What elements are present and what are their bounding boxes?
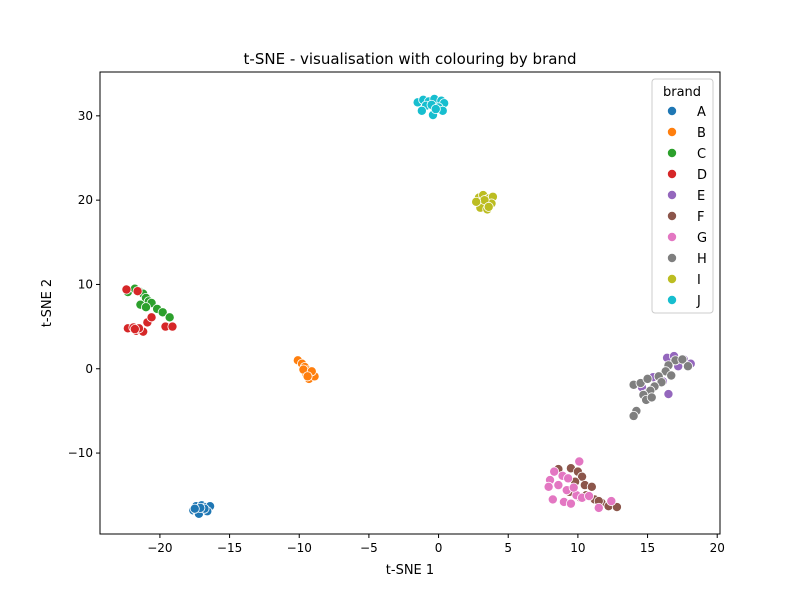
- y-tick-label: −10: [68, 446, 93, 460]
- legend-label-a: A: [697, 105, 706, 120]
- point-brand-h: [677, 354, 688, 365]
- x-axis: −20 −15 −10 −5 0 5 10 15 20: [147, 534, 725, 555]
- point-brand-h: [682, 361, 693, 372]
- point-brand-g: [568, 482, 579, 493]
- point-brand-g: [606, 496, 617, 507]
- x-tick-label: −15: [217, 541, 242, 555]
- y-tick-label: 0: [85, 362, 93, 376]
- legend-marker-a: [667, 106, 678, 117]
- point-brand-g: [565, 498, 576, 509]
- legend-label-e: E: [697, 189, 705, 204]
- point-brand-d: [167, 321, 178, 332]
- point-brand-g: [593, 502, 604, 513]
- point-brand-g: [563, 473, 574, 484]
- legend-marker-j: [667, 294, 678, 305]
- x-tick-label: 15: [640, 541, 655, 555]
- point-brand-b: [302, 371, 313, 382]
- legend-marker-f: [667, 210, 678, 221]
- point-brand-g: [584, 491, 595, 502]
- plot-area: [100, 72, 720, 534]
- y-axis-label: t-SNE 2: [40, 279, 55, 327]
- point-brand-h: [642, 373, 653, 384]
- point-brand-g: [549, 466, 560, 477]
- point-brand-f: [586, 481, 597, 492]
- x-tick-label: 5: [504, 541, 512, 555]
- point-brand-d: [132, 286, 143, 297]
- legend-marker-h: [667, 252, 678, 263]
- plot-frame: [99, 71, 721, 535]
- point-brand-g: [547, 494, 558, 505]
- legend-label-b: B: [697, 126, 706, 141]
- x-tick-label: 10: [570, 541, 585, 555]
- x-tick-label: −10: [287, 541, 312, 555]
- point-brand-g: [543, 481, 554, 492]
- legend-marker-c: [667, 147, 678, 158]
- point-brand-c: [140, 302, 151, 313]
- legend-label-g: G: [697, 231, 707, 246]
- point-brand-h: [628, 410, 639, 421]
- legend-label-j: J: [696, 294, 701, 309]
- x-tick-label: 0: [435, 541, 443, 555]
- point-brand-i: [471, 196, 482, 207]
- point-brand-h: [646, 392, 657, 403]
- legend-box: [651, 78, 714, 314]
- point-brand-h: [666, 370, 677, 381]
- y-axis: −10 0 10 20 30: [68, 109, 100, 460]
- legend-label-f: F: [697, 210, 704, 225]
- legend-marker-e: [667, 189, 678, 200]
- legend-marker-g: [667, 231, 678, 242]
- point-brand-e: [663, 389, 674, 400]
- point-brand-g: [553, 480, 564, 491]
- legend-marker-d: [667, 168, 678, 179]
- legend-label-i: I: [697, 273, 701, 288]
- legend-title: brand: [663, 85, 701, 100]
- legend-label-h: H: [697, 252, 707, 267]
- legend-marker-i: [667, 273, 678, 284]
- point-brand-i: [483, 201, 494, 212]
- legend-label-d: D: [697, 168, 707, 183]
- x-tick-label: −20: [147, 541, 172, 555]
- point-brand-d: [129, 324, 140, 335]
- scatter-points: [121, 93, 696, 519]
- y-tick-label: 20: [78, 193, 93, 207]
- point-brand-j: [416, 105, 427, 116]
- x-tick-label: −5: [360, 541, 378, 555]
- point-brand-d: [121, 284, 132, 295]
- legend-label-c: C: [697, 147, 706, 162]
- point-brand-g: [574, 456, 585, 467]
- point-brand-a: [189, 503, 200, 514]
- legend-marker-b: [667, 127, 678, 138]
- x-axis-label: t-SNE 1: [386, 563, 434, 578]
- point-brand-c: [164, 312, 175, 323]
- point-brand-c: [157, 307, 168, 318]
- y-tick-label: 30: [78, 109, 93, 123]
- chart-title: t-SNE - visualisation with colouring by …: [244, 50, 577, 68]
- y-tick-label: 10: [78, 277, 93, 291]
- x-tick-label: 20: [710, 541, 725, 555]
- point-brand-j: [430, 104, 441, 115]
- point-brand-d: [146, 312, 157, 323]
